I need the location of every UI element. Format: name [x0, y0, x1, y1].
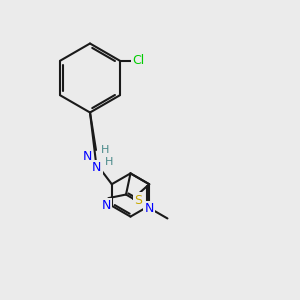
Text: H: H [105, 157, 114, 167]
Text: N: N [102, 199, 111, 212]
Text: S: S [135, 194, 142, 207]
Text: N: N [145, 202, 154, 215]
Text: Cl: Cl [132, 54, 144, 67]
Text: N: N [92, 161, 101, 174]
Text: H: H [101, 145, 109, 155]
Text: N: N [82, 149, 92, 163]
